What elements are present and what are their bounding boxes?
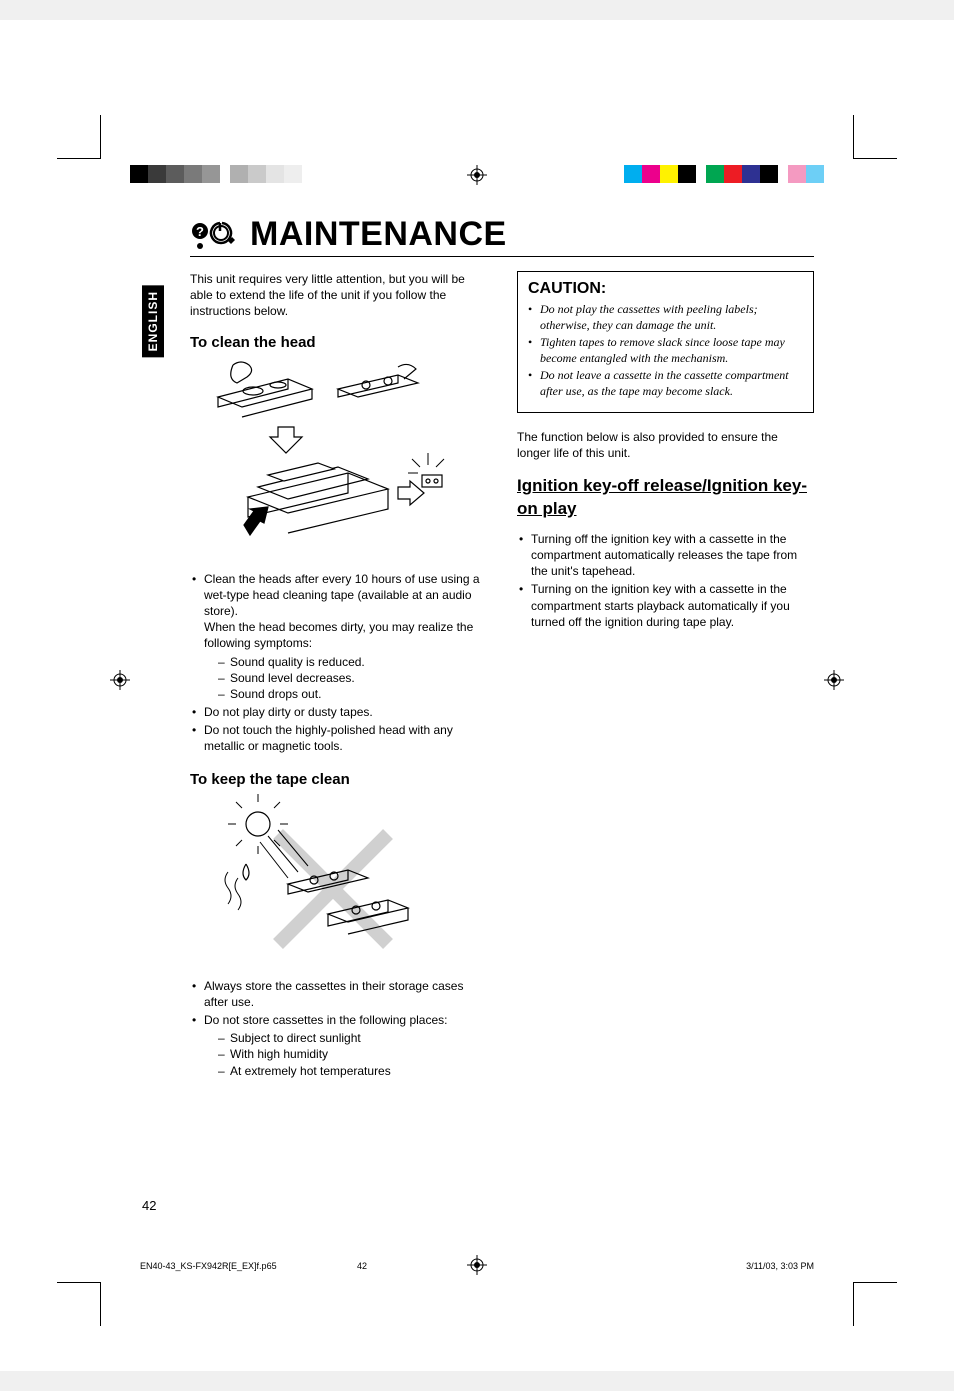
maintenance-icon: ? bbox=[190, 219, 236, 254]
crop-mark bbox=[853, 1282, 897, 1283]
crop-mark bbox=[853, 115, 854, 159]
print-footer: EN40-43_KS-FX942R[E_EX]f.p65 42 3/11/03,… bbox=[140, 1261, 814, 1271]
content-area: ENGLISH ? MAINTENANCE This unit requires… bbox=[140, 215, 814, 1211]
right-column: CAUTION: Do not play the cassettes with … bbox=[517, 271, 814, 1081]
color-bar-color bbox=[624, 165, 824, 183]
crop-mark bbox=[853, 1282, 854, 1326]
title-row: ? MAINTENANCE bbox=[190, 215, 814, 257]
swatch bbox=[284, 165, 302, 183]
intro-text: This unit requires very little attention… bbox=[190, 271, 487, 320]
crop-mark bbox=[57, 158, 101, 159]
swatch bbox=[248, 165, 266, 183]
crop-mark bbox=[853, 158, 897, 159]
footer-page: 42 bbox=[357, 1261, 367, 1271]
list-item: Tighten tapes to remove slack since loos… bbox=[528, 335, 803, 366]
page-number: 42 bbox=[142, 1198, 156, 1213]
list-item: Clean the heads after every 10 hours of … bbox=[190, 571, 487, 703]
crop-mark bbox=[100, 1282, 101, 1326]
list-item: Turning off the ignition key with a cass… bbox=[517, 531, 814, 580]
function-intro: The function below is also provided to e… bbox=[517, 429, 814, 461]
places-list: Subject to direct sunlight With high hum… bbox=[204, 1030, 487, 1079]
swatch bbox=[660, 165, 678, 183]
swatch bbox=[266, 165, 284, 183]
symptom-list: Sound quality is reduced. Sound level de… bbox=[204, 654, 487, 703]
registration-mark-icon bbox=[467, 165, 487, 185]
crop-mark bbox=[100, 115, 101, 159]
swatch bbox=[788, 165, 806, 183]
subheading-keep-tape: To keep the tape clean bbox=[190, 771, 487, 788]
illustration-clean-head bbox=[198, 357, 448, 557]
list-item: Do not store cassettes in the following … bbox=[190, 1012, 487, 1079]
swatch bbox=[148, 165, 166, 183]
color-bar-grayscale bbox=[130, 165, 320, 183]
list-item: Sound quality is reduced. bbox=[218, 654, 487, 670]
swatch bbox=[302, 165, 320, 183]
swatch bbox=[706, 165, 724, 183]
caution-list: Do not play the cassettes with peeling l… bbox=[528, 302, 803, 400]
swatch bbox=[166, 165, 184, 183]
list-item: Do not touch the highly-polished head wi… bbox=[190, 722, 487, 754]
manual-page: ENGLISH ? MAINTENANCE This unit requires… bbox=[0, 20, 954, 1371]
left-column: This unit requires very little attention… bbox=[190, 271, 487, 1081]
swatch bbox=[724, 165, 742, 183]
list-text: Do not store cassettes in the following … bbox=[204, 1013, 447, 1027]
swatch bbox=[130, 165, 148, 183]
swatch bbox=[742, 165, 760, 183]
registration-mark-icon bbox=[824, 670, 844, 690]
language-tab: ENGLISH bbox=[142, 285, 164, 357]
list-item: Do not leave a cassette in the cassette … bbox=[528, 368, 803, 399]
list-item: At extremely hot temperatures bbox=[218, 1063, 487, 1079]
registration-mark-icon bbox=[110, 670, 130, 690]
two-column-layout: This unit requires very little attention… bbox=[190, 271, 814, 1081]
list-item: Do not play dirty or dusty tapes. bbox=[190, 704, 487, 720]
swatch bbox=[202, 165, 220, 183]
swatch bbox=[806, 165, 824, 183]
swatch bbox=[760, 165, 778, 183]
list-item: With high humidity bbox=[218, 1046, 487, 1062]
svg-text:?: ? bbox=[196, 224, 204, 239]
list-item: Sound level decreases. bbox=[218, 670, 487, 686]
crop-mark bbox=[57, 1282, 101, 1283]
swatch bbox=[230, 165, 248, 183]
footer-datetime: 3/11/03, 3:03 PM bbox=[746, 1261, 814, 1271]
list-text: Clean the heads after every 10 hours of … bbox=[204, 572, 480, 618]
caution-box: CAUTION: Do not play the cassettes with … bbox=[517, 271, 814, 413]
swatch bbox=[624, 165, 642, 183]
list-item: Always store the cassettes in their stor… bbox=[190, 978, 487, 1010]
keep-tape-list: Always store the cassettes in their stor… bbox=[190, 978, 487, 1079]
list-item: Do not play the cassettes with peeling l… bbox=[528, 302, 803, 333]
swatch bbox=[184, 165, 202, 183]
footer-filename: EN40-43_KS-FX942R[E_EX]f.p65 bbox=[140, 1261, 277, 1271]
caution-title: CAUTION: bbox=[528, 280, 803, 298]
list-item: Subject to direct sunlight bbox=[218, 1030, 487, 1046]
subheading-clean-head: To clean the head bbox=[190, 334, 487, 351]
list-item: Sound drops out. bbox=[218, 686, 487, 702]
swatch bbox=[642, 165, 660, 183]
page-title: MAINTENANCE bbox=[250, 215, 507, 254]
section-ignition-title: Ignition key-off release/Ignition key-on… bbox=[517, 475, 814, 521]
clean-head-list: Clean the heads after every 10 hours of … bbox=[190, 571, 487, 755]
swatch bbox=[678, 165, 696, 183]
list-item: Turning on the ignition key with a casse… bbox=[517, 581, 814, 630]
illustration-keep-tape bbox=[208, 794, 428, 964]
list-text: When the head becomes dirty, you may rea… bbox=[204, 620, 473, 650]
ignition-list: Turning off the ignition key with a cass… bbox=[517, 531, 814, 630]
